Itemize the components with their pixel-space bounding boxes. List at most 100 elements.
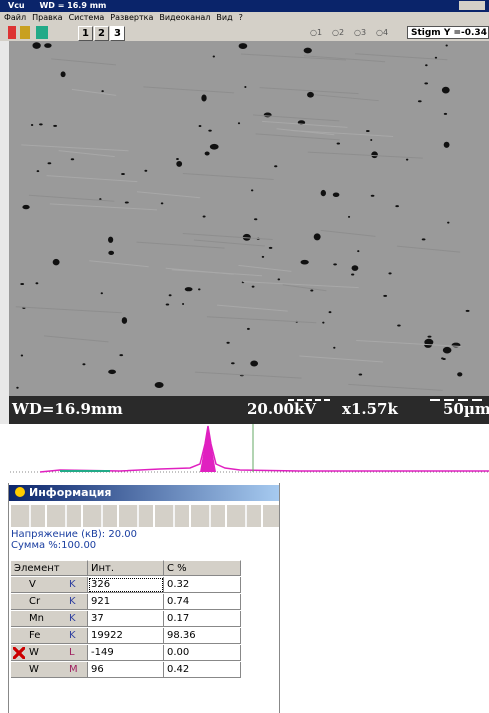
view-button[interactable]: 3 — [110, 26, 125, 41]
menu-item[interactable]: Система — [69, 12, 105, 24]
intensity: 19922 — [88, 628, 164, 644]
pore — [226, 342, 229, 344]
pore — [264, 113, 272, 118]
pore — [21, 355, 23, 357]
pore — [442, 358, 445, 360]
element-name: W — [11, 662, 66, 678]
title-bar: Vcu WD = 16.9 mm — [0, 0, 489, 12]
concentration: 0.32 — [164, 577, 241, 593]
pore — [444, 113, 447, 115]
pore — [444, 142, 450, 148]
pore — [20, 283, 24, 285]
voltage-label: Напряжение (кВ): — [11, 529, 105, 540]
window-controls[interactable] — [459, 1, 485, 10]
menu-item[interactable]: Правка — [32, 12, 62, 24]
pore — [322, 322, 324, 324]
pore — [31, 124, 33, 126]
stigm[interactable]: Stigm Y =-0.34 — [407, 26, 489, 39]
menu-item[interactable]: Развертка — [110, 12, 153, 24]
channel-radio[interactable]: ○2 — [332, 28, 344, 37]
pore — [101, 292, 103, 294]
sum-line: Сумма %:100.00 — [11, 540, 96, 551]
pore — [121, 173, 125, 175]
pore — [427, 336, 431, 338]
pore — [447, 222, 449, 224]
pore — [371, 195, 375, 197]
channel-label: 2 — [339, 28, 344, 37]
window-wd: WD = 16.9 mm — [39, 1, 106, 10]
pore — [254, 218, 257, 220]
pore — [466, 310, 470, 312]
pore — [274, 165, 277, 167]
pore — [406, 159, 408, 161]
pore — [166, 303, 170, 305]
pore — [383, 295, 387, 297]
pore — [301, 260, 309, 265]
pore — [304, 48, 312, 54]
intensity: 37 — [88, 611, 164, 627]
pore — [161, 202, 164, 204]
info-panel: Информация Напряжение (кВ): 20.00 Сумма … — [8, 483, 280, 713]
view-button[interactable]: 1 — [78, 26, 93, 41]
concentration: 0.74 — [164, 594, 241, 610]
screen: Vcu WD = 16.9 mm Файл Правка Система Развер… — [0, 0, 489, 713]
pore — [333, 263, 337, 265]
pore — [352, 265, 359, 271]
channel-label: 4 — [383, 28, 388, 37]
element-name: Fe — [11, 628, 66, 644]
element-line: K — [66, 628, 88, 644]
tool-icons[interactable] — [8, 26, 68, 39]
channel-radio[interactable]: ○1 — [310, 28, 322, 37]
channel-radio[interactable]: ○3 — [354, 28, 366, 37]
menu-item[interactable]: Видеоканал — [159, 12, 210, 24]
pore — [108, 370, 116, 375]
pore — [144, 170, 147, 172]
view-button[interactable]: 2 — [94, 26, 109, 41]
pore — [446, 44, 448, 46]
pore — [182, 303, 184, 305]
pore — [199, 125, 202, 127]
pore — [61, 71, 66, 77]
element-name: Cr — [11, 594, 66, 610]
element-line: K — [66, 577, 88, 593]
element-name: V — [11, 577, 66, 593]
concentration: 98.36 — [164, 628, 241, 644]
element-name: Mn — [11, 611, 66, 627]
pore — [333, 347, 335, 349]
pore — [314, 233, 321, 240]
pore — [35, 282, 38, 284]
pore — [44, 43, 51, 48]
element-line: K — [66, 594, 88, 610]
spectrum-line — [40, 426, 489, 472]
pore — [333, 192, 340, 197]
voltage-line: Напряжение (кВ): 20.00 — [11, 529, 137, 540]
image-kv: 20.00kV — [247, 400, 316, 418]
pore — [37, 170, 40, 172]
pore — [307, 92, 314, 98]
info-toolbar[interactable] — [11, 505, 279, 527]
pore — [250, 361, 258, 367]
menu-item[interactable]: Вид — [216, 12, 232, 24]
pore — [359, 374, 363, 376]
pore — [310, 289, 313, 291]
pore — [252, 286, 255, 288]
pore — [247, 328, 250, 330]
pore — [443, 347, 452, 354]
intensity: 326 — [88, 577, 164, 593]
window-title: Vcu — [8, 1, 25, 10]
pore — [418, 100, 422, 102]
image-mag: x1.57k — [342, 400, 398, 418]
pore — [239, 43, 248, 49]
pore — [231, 362, 235, 364]
element-line: K — [66, 611, 88, 627]
channel-radio[interactable]: ○4 — [376, 28, 388, 37]
menu-item[interactable]: ? — [239, 12, 243, 24]
pore — [48, 162, 52, 164]
menu-item[interactable]: Файл — [4, 12, 26, 24]
pore — [71, 158, 74, 160]
pore — [119, 354, 123, 356]
pore — [395, 205, 399, 207]
pore — [16, 387, 18, 389]
pore — [244, 86, 246, 88]
